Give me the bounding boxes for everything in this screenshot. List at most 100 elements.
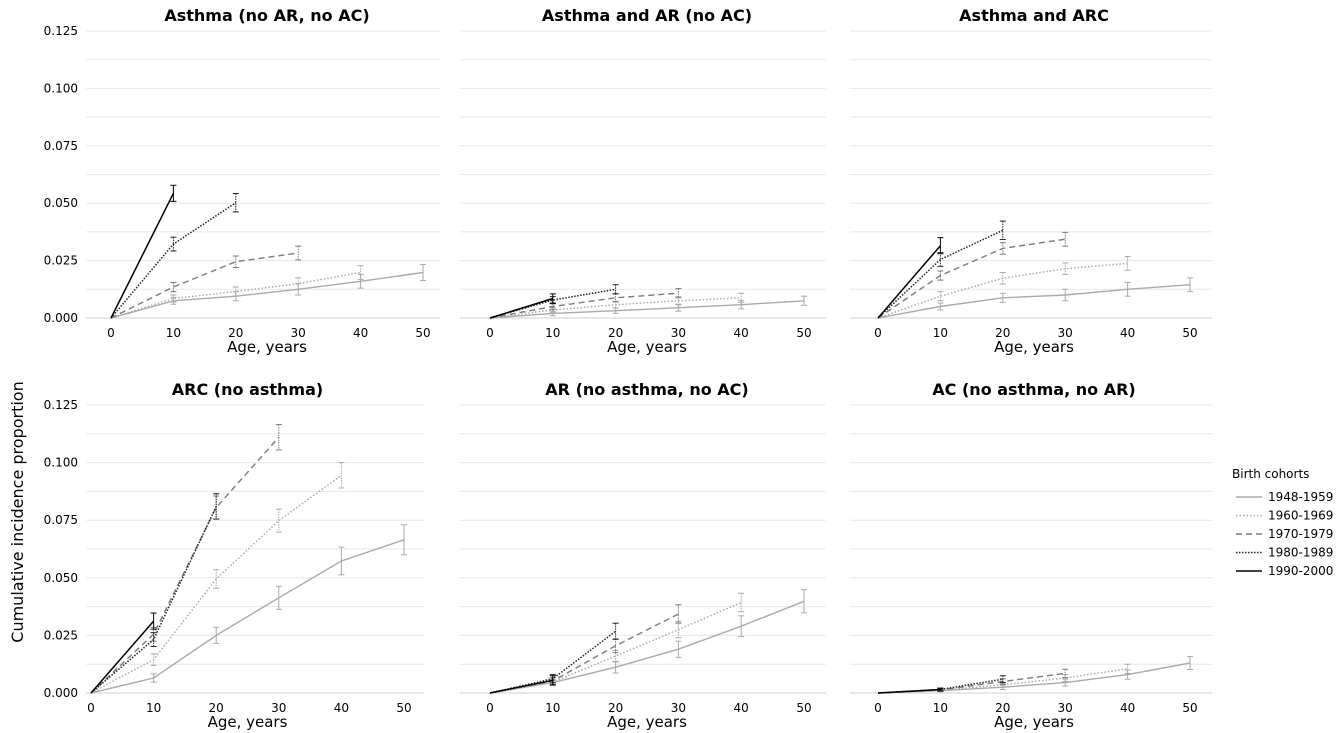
y-tick-label: 0.025 — [44, 628, 78, 642]
x-tick-label: 10 — [545, 326, 560, 340]
x-tick-label: 20 — [995, 701, 1010, 715]
error-bar — [295, 245, 302, 261]
legend-label: 1980-1989 — [1268, 546, 1333, 560]
series-line — [110, 271, 424, 319]
legend-item: 1960-1969 — [1236, 509, 1333, 523]
error-bar — [612, 622, 619, 640]
x-tick-label: 50 — [1182, 326, 1197, 340]
error-bar — [150, 673, 157, 683]
series-line — [489, 600, 805, 694]
error-bar — [738, 292, 745, 303]
y-tick-label: 0.075 — [44, 139, 78, 153]
series-line — [877, 284, 1191, 319]
x-tick-label: 10 — [545, 701, 560, 715]
series-1980-1989 — [110, 193, 239, 319]
series-line — [90, 436, 280, 694]
error-bar — [999, 220, 1006, 240]
series-1970-1979 — [489, 604, 682, 694]
error-bar — [275, 424, 282, 451]
x-tick-label: 0 — [874, 326, 882, 340]
panel-title: AR (no asthma, no AC) — [545, 380, 748, 399]
series-1948-1959 — [489, 295, 807, 319]
error-bar — [170, 294, 177, 303]
y-tick-label: 0.125 — [44, 24, 78, 38]
x-tick-label: 50 — [415, 326, 430, 340]
error-bar — [357, 265, 364, 280]
series-1980-1989 — [877, 220, 1006, 319]
error-bar — [937, 302, 944, 311]
x-tick-label: 40 — [1120, 701, 1135, 715]
series-1970-1979 — [110, 245, 302, 319]
legend-item: 1980-1989 — [1236, 546, 1333, 560]
series-line — [877, 238, 1066, 319]
panels: Asthma (no AR, no AC) 0 10 20 30 40 50 Age, yea… — [44, 6, 1212, 731]
error-bar — [1187, 656, 1193, 670]
error-bar — [549, 293, 556, 304]
series-1948-1959 — [489, 589, 807, 694]
x-tick-label: 30 — [1058, 326, 1073, 340]
error-bar — [170, 281, 177, 293]
x-tick-label: 50 — [1182, 701, 1197, 715]
series-1948-1959 — [877, 656, 1193, 694]
error-bar — [232, 193, 239, 213]
error-bar — [937, 252, 944, 267]
y-tick-label: 0.000 — [44, 311, 78, 325]
error-bar — [738, 615, 745, 638]
y-tick-label: 0.000 — [44, 686, 78, 700]
series-line — [110, 252, 299, 319]
x-tick-label: 20 — [995, 326, 1010, 340]
error-bar — [675, 621, 682, 639]
series-line — [877, 688, 941, 694]
series-line — [489, 292, 679, 319]
x-tick-label: 40 — [1120, 326, 1135, 340]
x-tick-label: 40 — [734, 701, 749, 715]
error-bar — [675, 640, 682, 658]
y-axis-label: Cumulative incidence proportion — [8, 381, 27, 642]
error-bar — [1187, 277, 1193, 293]
panel-title: Asthma (no AR, no AC) — [164, 6, 369, 25]
series-line — [877, 262, 1128, 319]
panel-3: Asthma and ARC 0 10 20 30 40 50 Age, years — [850, 6, 1212, 356]
error-bar — [213, 493, 220, 520]
error-bar — [1124, 281, 1131, 297]
error-bar — [338, 546, 345, 576]
series-1990-2000 — [877, 687, 944, 694]
series-line — [489, 297, 554, 319]
series-1960-1969 — [90, 462, 345, 694]
legend-item: 1948-1959 — [1236, 490, 1333, 504]
error-bar — [999, 242, 1006, 255]
error-bar — [232, 255, 239, 268]
error-bar — [549, 675, 556, 686]
series-line — [489, 300, 805, 319]
series-line — [90, 620, 155, 694]
error-bar — [937, 270, 944, 281]
error-bar — [170, 184, 177, 202]
series-line — [877, 245, 941, 319]
x-tick-label: 20 — [608, 326, 623, 340]
error-bar — [937, 237, 944, 255]
legend-label: 1948-1959 — [1268, 490, 1333, 504]
x-tick-label: 30 — [671, 701, 686, 715]
error-bar — [1062, 288, 1069, 302]
x-axis-label: Age, years — [607, 713, 687, 731]
series-1948-1959 — [110, 264, 426, 319]
panel-5: AR (no asthma, no AC) 0 10 20 30 40 50 Age, yea… — [460, 380, 826, 731]
x-axis-label: Age, years — [227, 338, 307, 356]
y-tick-label: 0.050 — [44, 571, 78, 585]
x-tick-label: 50 — [396, 701, 411, 715]
x-tick-label: 20 — [209, 701, 224, 715]
error-bar — [213, 626, 220, 644]
series-1960-1969 — [877, 255, 1131, 319]
error-bar — [295, 277, 302, 290]
x-tick-label: 20 — [608, 701, 623, 715]
error-bar — [1062, 231, 1069, 247]
y-tick-label: 0.075 — [44, 513, 78, 527]
series-line — [489, 613, 679, 694]
legend-label: 1970-1979 — [1268, 527, 1333, 541]
x-tick-label: 40 — [353, 326, 368, 340]
error-bar — [150, 612, 157, 630]
x-tick-label: 0 — [87, 701, 95, 715]
series-1990-2000 — [489, 293, 556, 319]
series-1980-1989 — [90, 493, 220, 694]
panel-1: Asthma (no AR, no AC) 0 10 20 30 40 50 Age, yea… — [44, 6, 440, 356]
